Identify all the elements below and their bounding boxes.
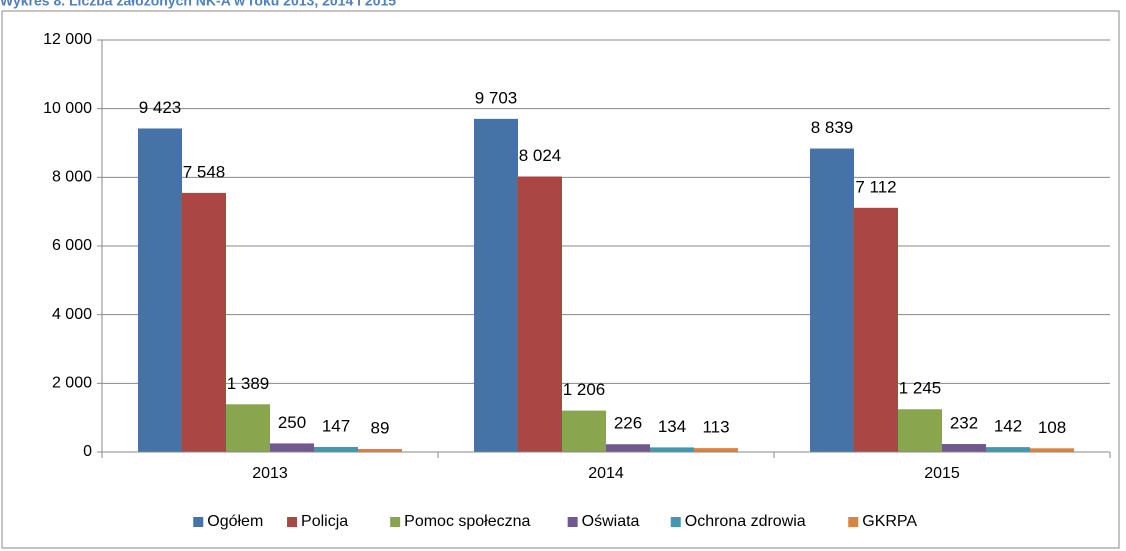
data-label: 1 206 (563, 380, 606, 399)
data-label: 9 703 (475, 88, 518, 107)
data-label: 89 (371, 418, 390, 437)
legend-label: GKRPA (862, 513, 917, 530)
data-label: 1 389 (227, 374, 270, 393)
legend-swatch (848, 517, 859, 527)
bar (898, 409, 942, 452)
bar (226, 404, 270, 452)
data-label: 7 548 (183, 162, 226, 181)
legend-swatch (390, 517, 401, 527)
bar (606, 444, 650, 452)
data-label: 7 112 (855, 177, 896, 196)
y-tick-label: 0 (83, 443, 92, 460)
data-label: 226 (614, 414, 642, 433)
legend-swatch (287, 517, 298, 527)
bar (942, 444, 986, 452)
bar (358, 448, 402, 452)
chart-title: Wykres 8. Liczba założonych NK-A w roku … (0, 0, 396, 9)
y-tick-label: 8 000 (52, 169, 92, 186)
y-tick-label: 12 000 (43, 31, 92, 48)
bar (138, 128, 182, 453)
data-label: 8 024 (519, 146, 562, 165)
data-label: 232 (950, 414, 978, 433)
bar (854, 207, 898, 452)
bar (270, 443, 314, 452)
bar (650, 447, 694, 452)
data-label: 1 245 (899, 379, 942, 398)
bar (518, 176, 562, 452)
bar (986, 447, 1030, 452)
y-tick-label: 10 000 (43, 100, 92, 117)
data-label: 142 (994, 417, 1022, 436)
y-tick-label: 4 000 (52, 306, 92, 323)
data-label: 108 (1038, 418, 1066, 437)
data-label: 8 839 (811, 118, 854, 137)
bar (810, 148, 854, 453)
data-label: 250 (278, 413, 306, 432)
y-tick-label: 2 000 (52, 375, 92, 392)
bar (314, 446, 358, 452)
legend-swatch (670, 517, 681, 527)
bar (1030, 448, 1074, 452)
x-tick-label: 2015 (924, 465, 960, 482)
legend-swatch (193, 517, 204, 527)
data-label: 113 (702, 418, 729, 437)
bar (474, 118, 518, 452)
legend-label: Policja (301, 513, 348, 530)
legend-swatch (567, 517, 578, 527)
legend-label: Pomoc społeczna (404, 513, 530, 530)
legend-label: Ochrona zdrowia (685, 513, 806, 530)
y-tick-label: 6 000 (52, 237, 92, 254)
legend-label: Oświata (582, 513, 640, 530)
bar (562, 410, 606, 452)
x-tick-label: 2014 (588, 465, 624, 482)
data-label: 134 (658, 417, 686, 436)
legend-label: Ogółem (207, 513, 263, 530)
x-tick-label: 2013 (252, 465, 288, 482)
bar (182, 192, 226, 453)
data-label: 9 423 (139, 98, 182, 117)
bar (694, 448, 738, 452)
data-label: 147 (322, 416, 350, 435)
